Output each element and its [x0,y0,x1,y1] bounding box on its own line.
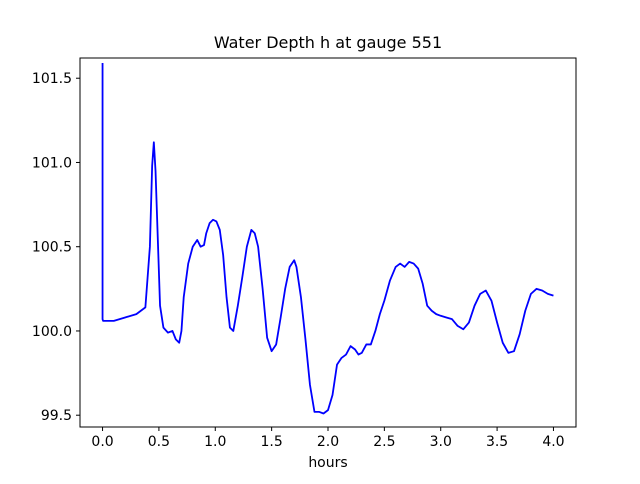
x-tick-label: 2.0 [317,434,339,450]
y-tick-label: 100.0 [32,324,72,340]
axes-frame [79,57,577,428]
x-tick-label: 0.0 [91,434,113,450]
y-axis-ticks: 99.5 100.0 100.5 101.0 101.5 [32,71,80,424]
x-tick-label: 1.0 [204,434,226,450]
series-line-water-depth [101,63,554,415]
plot-area [101,63,554,415]
x-tick-label: 3.0 [430,434,452,450]
x-axis-label: hours [308,455,347,471]
x-tick-label: 0.5 [148,434,170,450]
x-tick-label: 1.5 [261,434,283,450]
x-tick-label: 3.5 [486,434,508,450]
x-tick-label: 2.5 [373,434,395,450]
x-tick-label: 4.0 [542,434,564,450]
x-axis-ticks: 0.0 0.5 1.0 1.5 2.0 2.5 3.0 3.5 4.0 [91,427,565,450]
y-tick-label: 99.5 [41,408,72,424]
chart-title: Water Depth h at gauge 551 [214,33,442,52]
y-tick-label: 100.5 [32,240,72,256]
y-tick-label: 101.5 [32,71,72,87]
y-tick-label: 101.0 [32,155,72,171]
